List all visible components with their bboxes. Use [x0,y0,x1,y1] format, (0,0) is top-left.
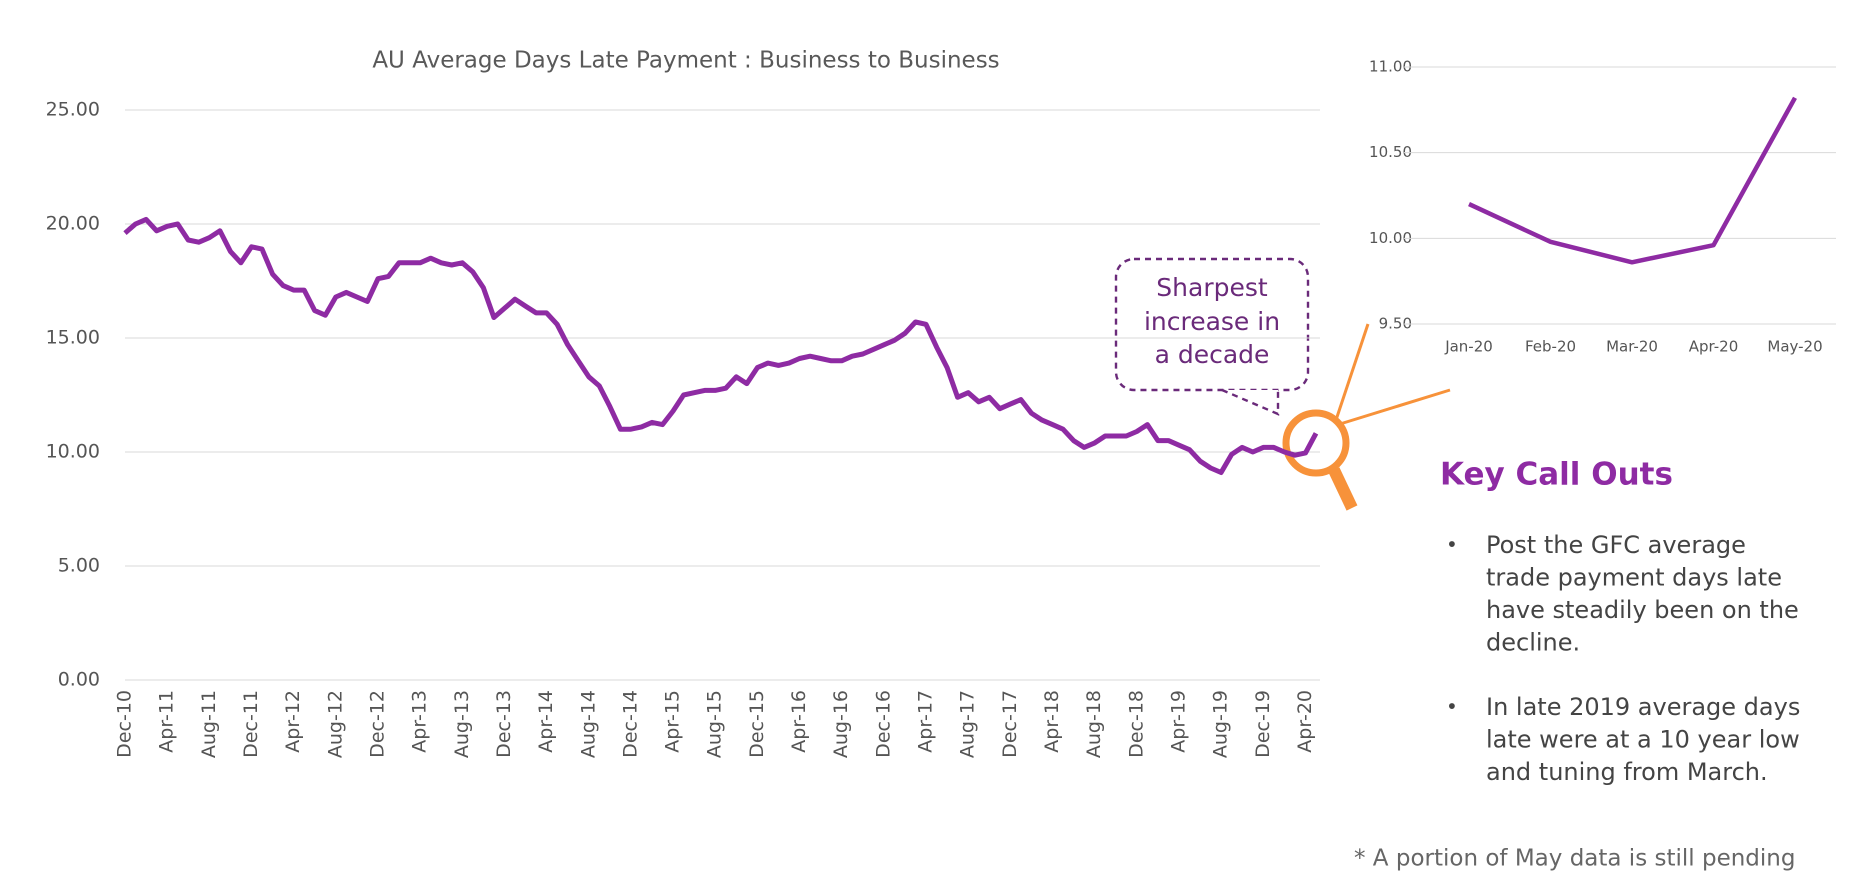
annotation-pointer [1221,388,1280,416]
annotation-text: Sharpest [1156,273,1268,302]
chart-title: AU Average Days Late Payment : Business … [372,48,999,74]
x-tick-label: Apr-20 [1294,690,1316,753]
x-tick-label: Aug-16 [830,690,852,758]
x-tick-label: Apr-14 [535,690,557,753]
callout-text: decline. [1486,629,1580,657]
x-tick-label: Aug-12 [324,690,346,758]
x-tick-label: Apr-19 [1167,690,1189,753]
y-tick-label: 25.00 [46,99,100,121]
y-tick-label: 10.50 [1369,143,1412,161]
x-tick-label: Apr-16 [788,690,810,753]
x-tick-label: May-20 [1767,338,1822,356]
x-tick-label: Apr-11 [156,690,178,753]
x-tick-label: Dec-19 [1252,690,1274,758]
x-tick-label: Aug-19 [1210,690,1232,758]
x-tick-label: Apr-13 [409,690,431,753]
x-tick-label: Aug-18 [1083,690,1105,758]
series-line [123,216,1319,475]
y-tick-label: 10.00 [46,441,100,463]
y-tick-label: 10.00 [1369,229,1412,247]
callout-text: late were at a 10 year low [1486,726,1800,754]
y-tick-label: 15.00 [46,327,100,349]
x-tick-label: Aug-11 [198,690,220,758]
annotation-text: a decade [1155,340,1270,369]
x-tick-label: Dec-17 [999,690,1021,758]
series-line [1468,96,1797,265]
zoom-line [1334,323,1370,421]
magnifier-handle [1328,467,1358,511]
callout-text: In late 2019 average days [1486,693,1800,721]
y-tick-label: 5.00 [58,555,100,577]
x-tick-label: Apr-12 [282,690,304,753]
x-tick-label: Dec-18 [1125,690,1147,758]
x-tick-label: Aug-13 [451,690,473,758]
x-tick-label: Feb-20 [1525,338,1576,356]
y-tick-label: 20.00 [46,213,100,235]
callout-text: have steadily been on the [1486,596,1799,624]
x-tick-label: Apr-15 [662,690,684,753]
x-tick-label: Dec-16 [872,690,894,758]
callouts-title: Key Call Outs [1440,457,1673,493]
zoom-line [1339,388,1451,426]
x-tick-label: Apr-18 [1041,690,1063,753]
x-tick-label: Dec-11 [240,690,262,758]
y-tick-label: 11.00 [1369,58,1412,76]
x-tick-label: Dec-15 [746,690,768,758]
y-tick-label: 0.00 [58,669,100,691]
x-tick-label: Dec-14 [619,690,641,758]
annotation-box [1114,257,1310,392]
callout-text: and tuning from March. [1486,758,1768,786]
y-tick-label: 9.50 [1379,315,1412,333]
x-tick-label: Dec-12 [366,690,388,758]
x-tick-label: Dec-13 [493,690,515,758]
x-tick-label: Dec-10 [114,690,136,758]
x-tick-label: Aug-14 [577,690,599,758]
x-tick-label: Aug-17 [957,690,979,758]
annotation-text: increase in [1144,307,1280,336]
callout-text: Post the GFC average [1486,531,1746,559]
footnote: * A portion of May data is still pending [1354,846,1795,872]
bullet: • [1446,695,1458,719]
x-tick-label: Mar-20 [1606,338,1658,356]
x-tick-label: Apr-17 [915,690,937,753]
magnifier [1282,409,1350,477]
x-tick-label: Jan-20 [1444,338,1493,356]
callout-text: trade payment days late [1486,564,1782,592]
x-tick-label: Aug-15 [704,690,726,758]
bullet: • [1446,533,1458,557]
x-tick-label: Apr-20 [1689,338,1739,356]
